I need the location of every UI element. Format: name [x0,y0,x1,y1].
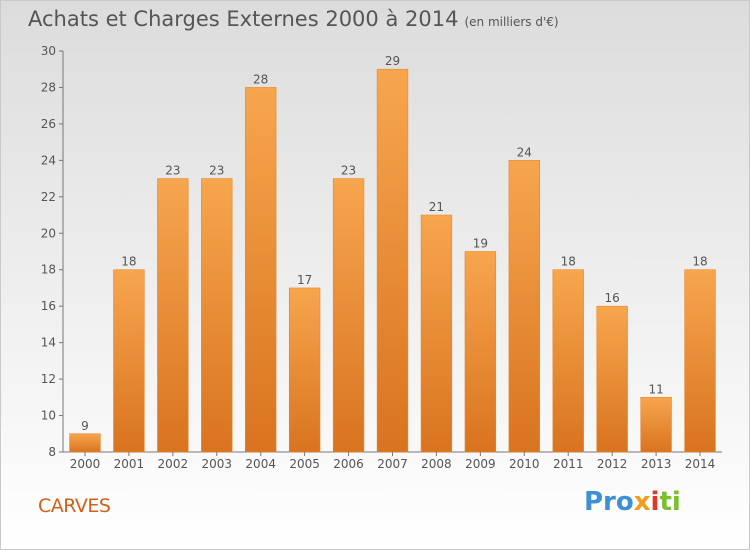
y-tick-label: 24 [41,153,56,167]
x-tick-label-2011: 2011 [553,457,584,471]
y-tick-label: 16 [41,299,56,313]
data-label-2006: 23 [341,164,356,178]
bar-2007 [376,68,409,453]
x-tick-label-2005: 2005 [289,457,320,471]
y-tick-label: 22 [41,190,56,204]
data-label-2001: 18 [121,255,136,269]
y-tick-label: 26 [41,117,56,131]
data-label-2002: 23 [165,164,180,178]
data-labels: 9 18 23 23 28 17 23 29 21 19 24 18 16 11 18 [81,54,708,433]
logo-part-3: i [650,487,660,517]
bar-2014 [684,269,716,453]
x-tick-label-2004: 2004 [245,457,276,471]
data-label-2008: 21 [429,200,444,214]
bar-2010 [508,160,540,453]
bar-2006 [332,178,365,453]
bars [69,68,716,453]
y-tick-label: 8 [48,445,56,459]
x-tick-label-2008: 2008 [421,457,452,471]
title-text: Achats et Charges Externes 2000 à 2014 [28,7,459,31]
x-tick-label-2003: 2003 [201,457,232,471]
data-label-2005: 17 [297,273,312,287]
y-tick-label: 12 [41,372,56,386]
y-tick-label: 14 [41,336,56,350]
bar-2013 [640,397,672,453]
data-label-2007: 29 [385,54,400,68]
data-label-2003: 23 [209,164,224,178]
data-label-2000: 9 [81,419,89,433]
data-label-2012: 16 [605,291,620,305]
axes: 8 10 12 14 16 18 20 22 24 26 28 30 2000 2001 2002 2003 2… [41,44,722,471]
y-tick-label: 30 [41,44,56,58]
proxiti-logo: Proxiti [584,487,681,517]
data-label-2013: 11 [648,382,663,396]
x-tick-label-2014: 2014 [685,457,716,471]
data-label-2004: 28 [253,72,268,86]
data-label-2014: 18 [692,255,707,269]
chart-subtitle: (en milliers d'€) [464,15,559,29]
y-tick-label: 18 [41,263,56,277]
bar-2008 [420,214,453,453]
data-label-2011: 18 [561,255,576,269]
x-tick-label-2010: 2010 [509,457,540,471]
chart-title: Achats et Charges Externes 2000 à 2014 (e… [28,7,559,31]
x-tick-label-2009: 2009 [465,457,496,471]
bar-2009 [464,251,497,453]
bar-2005 [288,287,321,453]
bar-2002 [157,178,189,453]
bar-2012 [596,305,628,453]
logo-part-2: x [633,487,651,517]
y-tick-label: 20 [41,226,56,240]
bar-2011 [552,269,584,453]
y-tick-label: 28 [41,80,56,94]
x-tick-label-2012: 2012 [597,457,628,471]
y-tick-label: 10 [41,409,56,423]
bar-2003 [201,178,233,453]
x-tick-label-2013: 2013 [641,457,672,471]
location-name: CARVES [38,495,111,517]
x-tick-label-2006: 2006 [333,457,364,471]
logo-part-1: Pro [584,487,634,517]
x-tick-label-2007: 2007 [377,457,408,471]
bar-2000 [69,433,101,453]
bar-2001 [113,269,145,453]
logo-part-4: ti [659,487,681,517]
data-label-2010: 24 [517,145,532,159]
x-tick-label-2001: 2001 [114,457,145,471]
x-tick-label-2002: 2002 [158,457,189,471]
bar-2004 [245,87,277,453]
x-tick-label-2000: 2000 [70,457,101,471]
data-label-2009: 19 [473,237,488,251]
